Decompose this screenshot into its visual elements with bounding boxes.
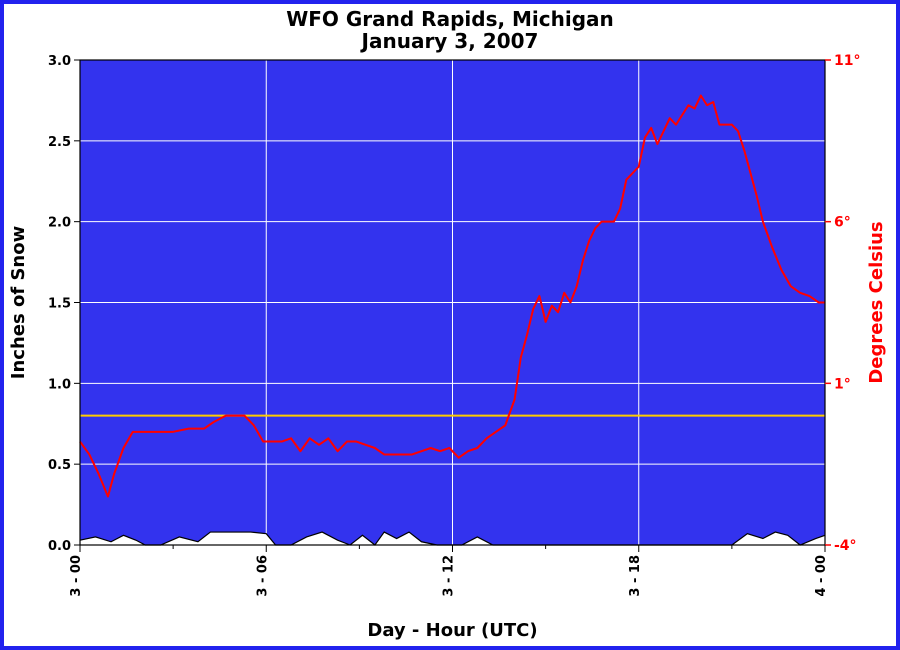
y-left-tick-label: 0.0	[48, 539, 71, 554]
y-right-axis-label: Degrees Celsius	[866, 221, 887, 383]
y-left-tick-label: 0.5	[48, 458, 71, 473]
y-right-tick-label: 11°	[834, 53, 860, 69]
y-left-axis-label: Inches of Snow	[8, 226, 29, 379]
x-tick-label: 3 - 18	[628, 555, 643, 597]
x-tick-label: 3 - 06	[255, 555, 270, 597]
x-tick-label: 4 - 00	[814, 555, 829, 597]
y-right-tick-label: 6°	[834, 215, 851, 231]
x-tick-label: 3 - 00	[69, 555, 84, 597]
x-axis-label: Day - Hour (UTC)	[367, 620, 537, 641]
y-left-tick-label: 1.0	[48, 377, 71, 392]
chart-title-line2: January 3, 2007	[360, 29, 539, 53]
y-left-tick-label: 2.5	[48, 135, 71, 150]
y-right-tick-label: 1°	[834, 376, 851, 392]
x-tick-label: 3 - 12	[442, 555, 457, 597]
weather-chart: 0.0 0.5 1.0 1.5 2.0 2.5 3.0 -4° 1° 6° 11° 3 - 00 3 -…	[0, 0, 900, 650]
y-right-tick-label: -4°	[834, 538, 857, 554]
y-left-tick-label: 3.0	[48, 54, 71, 69]
y-left-tick-label: 1.5	[48, 297, 71, 312]
y-left-tick-label: 2.0	[48, 216, 71, 231]
chart-title-line1: WFO Grand Rapids, Michigan	[286, 7, 614, 31]
